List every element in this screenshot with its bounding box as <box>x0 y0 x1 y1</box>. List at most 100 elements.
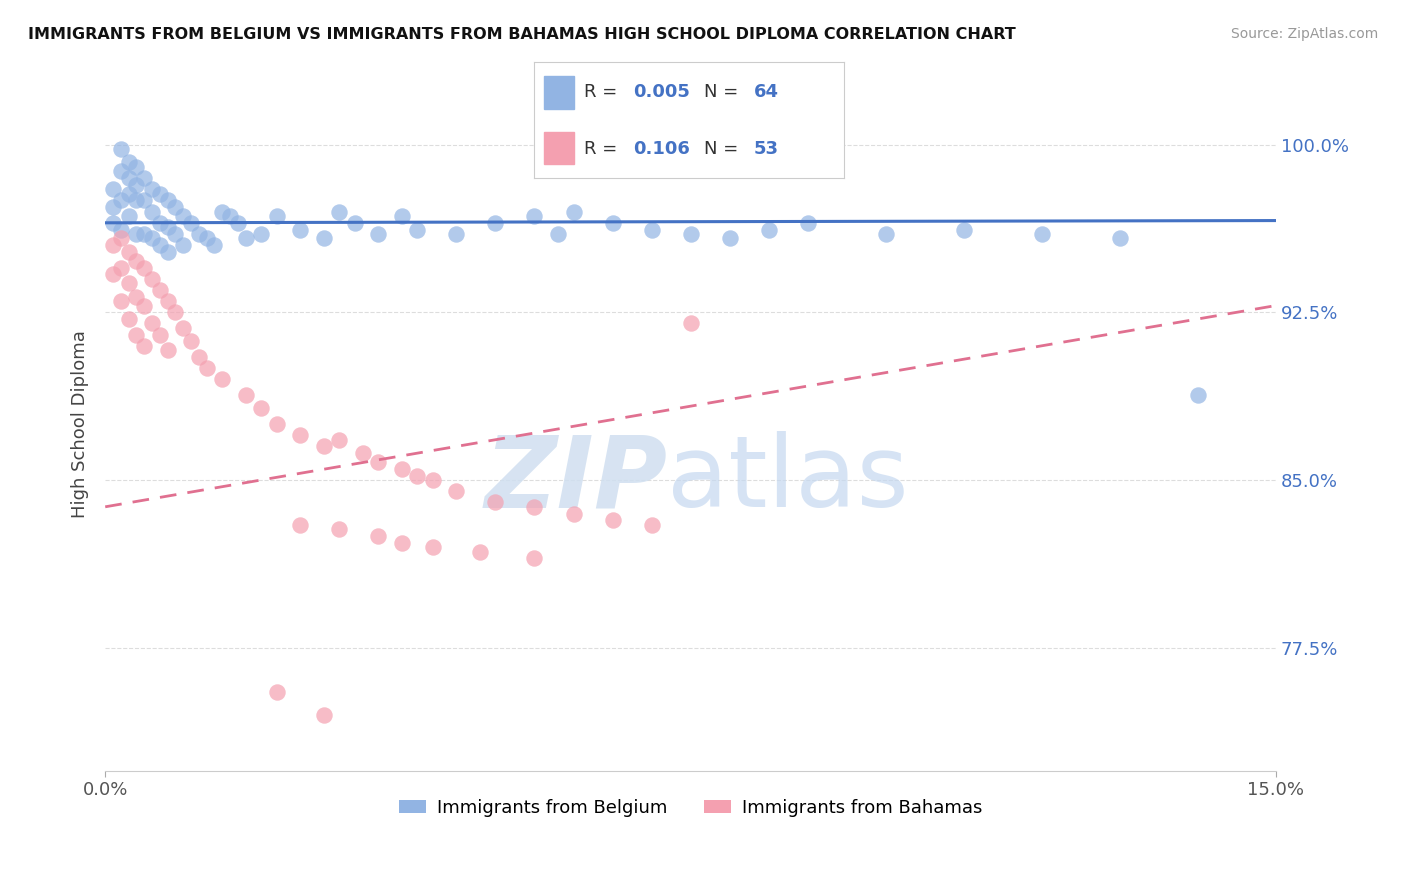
Point <box>156 294 179 309</box>
Point <box>180 334 202 349</box>
Point <box>172 238 194 252</box>
Point <box>110 164 132 178</box>
Point <box>165 227 187 241</box>
Point <box>187 227 209 241</box>
Point <box>156 194 179 208</box>
Point <box>156 343 179 358</box>
Text: IMMIGRANTS FROM BELGIUM VS IMMIGRANTS FROM BAHAMAS HIGH SCHOOL DIPLOMA CORRELATI: IMMIGRANTS FROM BELGIUM VS IMMIGRANTS FR… <box>28 27 1017 42</box>
Point <box>172 209 194 223</box>
Point <box>117 171 139 186</box>
Point <box>117 244 139 259</box>
Point <box>141 317 163 331</box>
Point <box>796 216 818 230</box>
Point <box>547 227 569 241</box>
Text: 53: 53 <box>754 140 779 158</box>
Point <box>149 186 172 201</box>
Point <box>718 231 741 245</box>
Point <box>110 294 132 309</box>
Point <box>290 222 312 236</box>
Point <box>172 321 194 335</box>
Point <box>117 155 139 169</box>
Point <box>290 428 312 442</box>
Point <box>391 209 413 223</box>
Point <box>523 500 546 514</box>
Text: atlas: atlas <box>668 431 908 528</box>
Point <box>134 339 156 353</box>
Point <box>141 182 163 196</box>
Point <box>266 209 288 223</box>
Point <box>290 517 312 532</box>
Point <box>328 433 350 447</box>
Point <box>226 216 249 230</box>
Point <box>875 227 897 241</box>
Y-axis label: High School Diploma: High School Diploma <box>72 330 89 518</box>
Point <box>156 220 179 235</box>
Point <box>446 227 468 241</box>
Point <box>679 317 702 331</box>
Point <box>101 267 124 281</box>
Point <box>125 194 148 208</box>
Point <box>1187 388 1209 402</box>
Point <box>1031 227 1053 241</box>
Point <box>484 216 506 230</box>
Point <box>312 707 335 722</box>
Text: N =: N = <box>704 140 744 158</box>
Point <box>235 231 257 245</box>
Point <box>679 227 702 241</box>
Point <box>640 517 662 532</box>
Point <box>101 182 124 196</box>
Point <box>141 271 163 285</box>
Point <box>250 227 273 241</box>
Point <box>312 231 335 245</box>
Point <box>406 468 429 483</box>
Point <box>391 535 413 549</box>
Point <box>134 227 156 241</box>
Point <box>562 204 585 219</box>
Point <box>134 299 156 313</box>
Point <box>250 401 273 416</box>
Point <box>952 222 974 236</box>
Point <box>484 495 506 509</box>
Point <box>640 222 662 236</box>
Point <box>266 417 288 431</box>
Point <box>367 455 389 469</box>
Point <box>235 388 257 402</box>
Point <box>125 327 148 342</box>
Point <box>117 186 139 201</box>
Point <box>422 540 444 554</box>
Point <box>125 178 148 192</box>
Point <box>468 544 491 558</box>
Point <box>562 507 585 521</box>
Text: R =: R = <box>583 83 623 101</box>
Point <box>141 204 163 219</box>
Point <box>195 231 218 245</box>
Point <box>180 216 202 230</box>
Point <box>101 238 124 252</box>
Point <box>367 227 389 241</box>
Text: Source: ZipAtlas.com: Source: ZipAtlas.com <box>1230 27 1378 41</box>
Point <box>406 222 429 236</box>
Point <box>352 446 374 460</box>
Point <box>141 231 163 245</box>
Point <box>165 305 187 319</box>
Point <box>446 484 468 499</box>
Point <box>110 142 132 156</box>
Point <box>110 260 132 275</box>
Point <box>266 685 288 699</box>
Point <box>149 216 172 230</box>
Text: 0.005: 0.005 <box>633 83 690 101</box>
Point <box>219 209 242 223</box>
Point <box>1108 231 1130 245</box>
Point <box>125 227 148 241</box>
Point <box>101 216 124 230</box>
Point <box>101 200 124 214</box>
Point <box>149 238 172 252</box>
Point <box>422 473 444 487</box>
Point <box>195 361 218 376</box>
Point <box>110 231 132 245</box>
Point <box>328 522 350 536</box>
Point <box>523 551 546 566</box>
Text: N =: N = <box>704 83 744 101</box>
Point <box>367 529 389 543</box>
Point <box>125 253 148 268</box>
